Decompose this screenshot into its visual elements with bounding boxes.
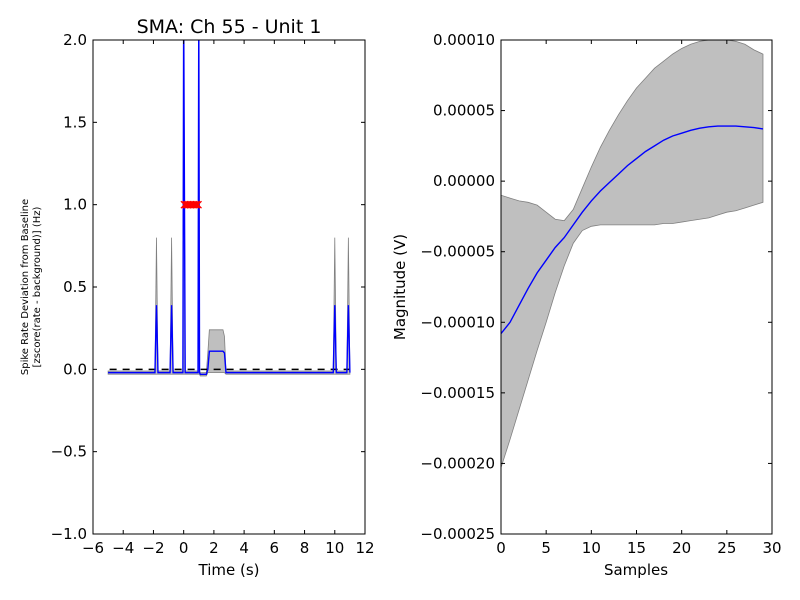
left-y-tick-label: 0.5 — [63, 278, 87, 296]
right-plot-area — [501, 40, 764, 468]
left-subplot: SMA: Ch 55 - Unit 1 −6 −4 −2 0 2 4 6 8 10 12 −1.0… — [20, 16, 375, 579]
right-x-tick-label: 10 — [582, 539, 601, 557]
left-x-marker — [194, 200, 202, 209]
right-confidence-band — [501, 40, 764, 468]
right-y-tick-label: −0.00025 — [420, 525, 495, 543]
left-y-axis-label-line-1: Spike Rate Deviation from Baseline — [20, 199, 31, 375]
left-x-ticks: −6 −4 −2 0 2 4 6 8 10 12 — [82, 40, 375, 557]
right-mean-line — [501, 125, 764, 335]
right-y-tick-label: 0.00000 — [433, 172, 495, 190]
right-y-ticks: −0.00025 −0.00020 −0.00015 −0.00010 −0.00005… — [420, 31, 772, 543]
left-x-tick-label: 12 — [355, 539, 374, 557]
right-subplot: 0 5 10 15 20 25 30 −0.00025−0.00020−0.00015−0.… — [391, 31, 782, 579]
left-mean-line — [108, 40, 351, 375]
left-x-tick-label: 8 — [300, 539, 310, 557]
left-y-tick-label: −0.5 — [51, 443, 87, 461]
left-x-tick-label: 4 — [239, 539, 249, 557]
left-x-tick-label: 2 — [209, 539, 219, 557]
left-x-marker — [192, 200, 201, 209]
left-chart-title: SMA: Ch 55 - Unit 1 — [137, 16, 322, 38]
left-x-tick-label: 6 — [270, 539, 280, 557]
left-y-tick-label: 2.0 — [63, 31, 87, 49]
left-y-axis-label-line-2: [zscore(rate - background)] (Hz) — [32, 206, 43, 367]
left-x-tick-label: −4 — [112, 539, 134, 557]
left-x-tick-label: 10 — [325, 539, 344, 557]
right-x-tick-label: 20 — [672, 539, 691, 557]
right-x-tick-label: 15 — [627, 539, 646, 557]
left-y-tick-label: 0.0 — [63, 360, 87, 378]
left-y-tick-label: −1.0 — [51, 525, 87, 543]
left-confidence-band — [107, 40, 351, 377]
left-x-tick-label: −2 — [142, 539, 164, 557]
right-y-axis-label: Magnitude (V) — [391, 234, 409, 340]
right-x-ticks: 0 5 10 15 20 25 30 — [496, 40, 782, 557]
right-y-tick-label: −0.00005 — [420, 243, 495, 261]
right-x-tick-label: 5 — [541, 539, 551, 557]
right-y-tick-label: 0.00005 — [433, 102, 495, 120]
left-x-tick-label: 0 — [179, 539, 189, 557]
left-plot-area — [107, 40, 351, 377]
right-x-axis-label: Samples — [604, 561, 668, 579]
right-y-tick-label: −0.00015 — [420, 384, 495, 402]
right-y-tick-label: −0.00020 — [420, 454, 495, 472]
right-y-tick-label: −0.00010 — [420, 313, 495, 331]
left-y-ticks: −1.0 −0.5 0.0 0.5 1.0 1.5 2.0 — [51, 31, 365, 543]
right-y-tick-label: 0.00010 — [433, 31, 495, 49]
left-y-tick-label: 1.5 — [63, 113, 87, 131]
left-y-tick-label: 1.0 — [63, 196, 87, 214]
left-x-tick-label: −6 — [82, 539, 104, 557]
left-x-axis-label: Time (s) — [198, 561, 260, 579]
left-axes-frame — [92, 39, 366, 535]
right-x-tick-label: 0 — [496, 539, 506, 557]
left-x-marker — [191, 200, 199, 209]
right-x-tick-label: 25 — [717, 539, 736, 557]
right-x-tick-label: 30 — [762, 539, 781, 557]
